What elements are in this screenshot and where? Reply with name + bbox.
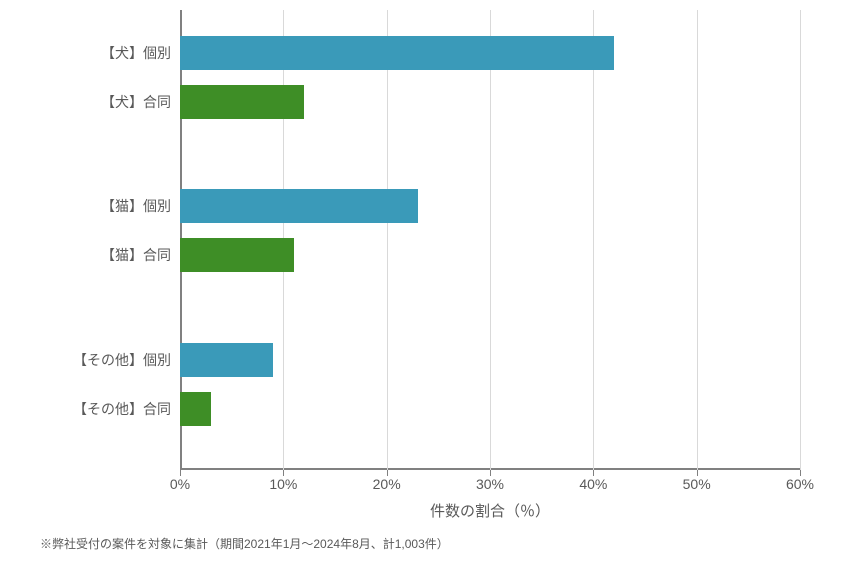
bar: [180, 36, 614, 70]
x-axis-label: 件数の割合（％）: [180, 500, 800, 521]
gridline: [697, 10, 698, 470]
x-tick-label: 30%: [476, 476, 504, 492]
x-tick-label: 10%: [269, 476, 297, 492]
gridline: [593, 10, 594, 470]
y-category-label: 【その他】合同: [73, 399, 171, 419]
x-tick-label: 50%: [683, 476, 711, 492]
x-tick-label: 0%: [170, 476, 190, 492]
x-tick-label: 20%: [373, 476, 401, 492]
gridline: [800, 10, 801, 470]
bar: [180, 343, 273, 377]
y-category-label: 【猫】個別: [101, 196, 171, 216]
y-category-label: 【犬】個別: [101, 43, 171, 63]
gridline: [387, 10, 388, 470]
y-category-label: 【犬】合同: [101, 92, 171, 112]
bar: [180, 85, 304, 119]
x-tick-label: 60%: [786, 476, 814, 492]
x-tick-label: 40%: [579, 476, 607, 492]
bar: [180, 238, 294, 272]
y-category-label: 【その他】個別: [73, 350, 171, 370]
bar: [180, 392, 211, 426]
bar: [180, 189, 418, 223]
chart-container: 件数の割合（％） ※弊社受付の案件を対象に集計（期間2021年1月～2024年8…: [0, 0, 849, 570]
y-category-label: 【猫】合同: [101, 245, 171, 265]
gridline: [490, 10, 491, 470]
plot-area: [180, 10, 800, 470]
chart-footnote: ※弊社受付の案件を対象に集計（期間2021年1月～2024年8月、計1,003件…: [40, 535, 449, 552]
